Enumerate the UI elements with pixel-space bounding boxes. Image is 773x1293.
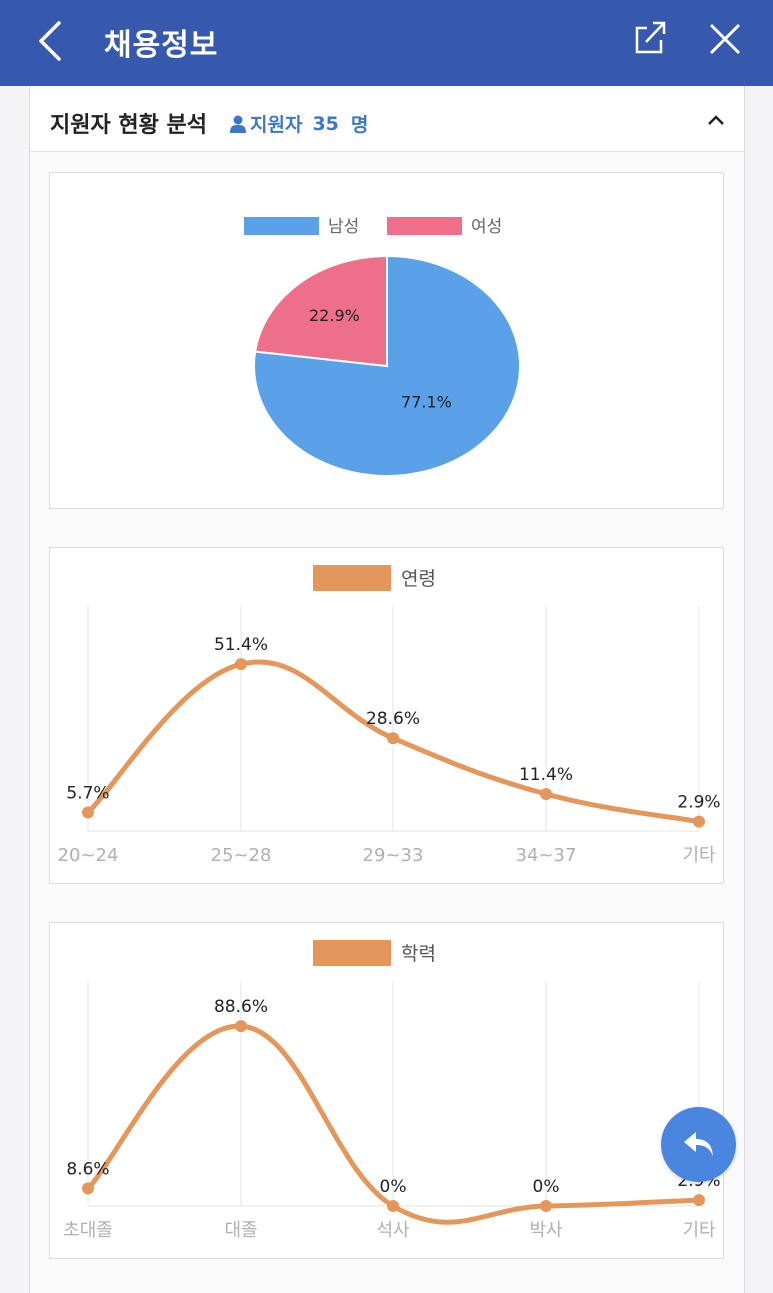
data-point-0: [82, 806, 94, 819]
legend-swatch: [313, 565, 391, 591]
applicant-unit: 명: [350, 114, 369, 136]
x-tick-label-2: 석사: [376, 1220, 410, 1241]
age-line-chart: 연령 5.7% 20~24 51.4% 25~28 28.6% 29~33 11.4% 34~3…: [58, 565, 721, 866]
data-point-1: [235, 1020, 247, 1033]
page-title: 채용정보: [104, 28, 219, 63]
series-line: [85, 659, 702, 825]
panel-header[interactable]: 지원자 현황 분석 지원자 35 명: [30, 86, 744, 152]
legend-label-1: 여성: [471, 217, 502, 237]
data-point-2: [387, 732, 399, 745]
x-tick-label-1: 25~28: [211, 845, 272, 866]
data-point-3: [540, 787, 552, 800]
close-button[interactable]: [704, 18, 746, 60]
back-button[interactable]: [30, 18, 70, 64]
x-tick-label-2: 29~33: [363, 845, 424, 866]
legend-label: 연령: [401, 568, 436, 590]
data-label-3: 11.4%: [519, 765, 573, 785]
data-label-0: 8.6%: [66, 1160, 109, 1180]
data-label-2: 0%: [380, 1177, 407, 1197]
pie-label-0: 77.1%: [401, 393, 452, 412]
legend-label: 학력: [401, 943, 436, 965]
data-label-4: 2.9%: [677, 793, 720, 813]
applicant-count: 지원자 35 명: [230, 110, 368, 137]
data-point-0: [82, 1182, 94, 1195]
applicant-prefix: 지원자: [250, 114, 303, 136]
x-tick-label-0: 20~24: [58, 845, 119, 866]
gender-pie-chart: 남성 여성 77.1% 22.9%: [244, 217, 521, 477]
data-point-1: [235, 658, 247, 671]
legend-swatch-1: [387, 217, 462, 235]
gender-chart-card: 남성 여성 77.1% 22.9%: [49, 172, 724, 509]
chevron-left-icon: [39, 21, 61, 61]
pie-label-1: 22.9%: [309, 306, 360, 325]
pie-slice-1: [254, 254, 388, 368]
section-title: 지원자 현황 분석: [50, 113, 207, 138]
data-point-3: [540, 1200, 552, 1212]
data-label-2: 28.6%: [366, 709, 420, 729]
applicant-number: 35: [312, 112, 339, 135]
collapse-toggle[interactable]: [704, 108, 728, 132]
close-icon: [709, 23, 741, 55]
share-button[interactable]: [630, 18, 670, 58]
data-label-0: 5.7%: [66, 783, 109, 803]
data-point-4: [693, 1194, 705, 1207]
x-tick-label-1: 대졸: [224, 1220, 257, 1241]
person-icon: [230, 115, 246, 133]
legend-swatch: [313, 940, 391, 966]
share-icon: [635, 21, 666, 54]
legend-swatch-0: [244, 217, 319, 235]
data-label-1: 51.4%: [214, 635, 268, 655]
data-point-2: [387, 1200, 399, 1212]
undo-arrow-icon: [683, 1131, 713, 1156]
age-chart-card: 연령 5.7% 20~24 51.4% 25~28 28.6% 29~33 11.4% 34~3…: [49, 547, 724, 884]
series-line: [85, 1023, 702, 1225]
undo-fab-button[interactable]: [661, 1107, 736, 1182]
data-point-4: [693, 815, 705, 828]
x-tick-label-3: 박사: [529, 1220, 563, 1241]
x-tick-label-4: 기타: [682, 845, 716, 866]
chevron-up-icon: [708, 115, 724, 125]
data-label-3: 0%: [533, 1177, 560, 1197]
app-header: 채용정보: [0, 0, 773, 86]
x-tick-label-3: 34~37: [516, 845, 577, 866]
x-tick-label-4: 기타: [682, 1220, 716, 1241]
legend-label-0: 남성: [328, 217, 359, 237]
x-tick-label-0: 초대졸: [63, 1220, 113, 1241]
data-label-1: 88.6%: [214, 997, 268, 1017]
